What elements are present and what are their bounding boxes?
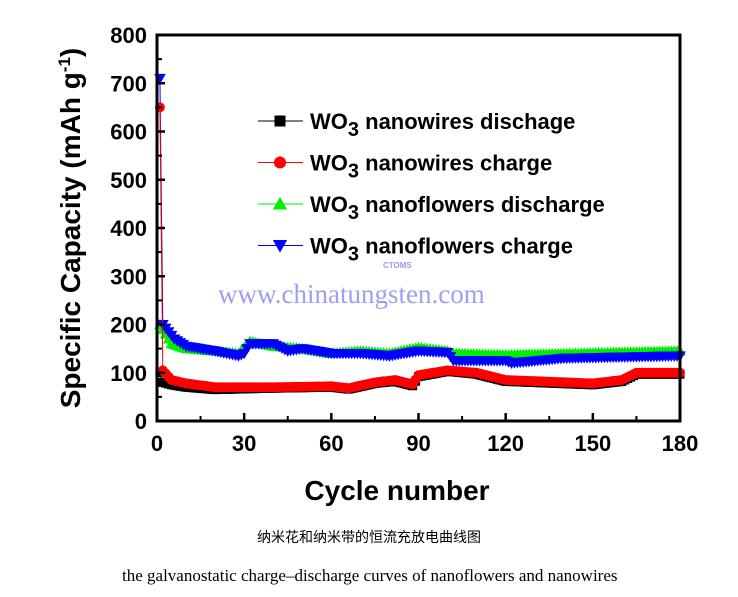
y-axis-label: Specific Capacity (mAh g-1) [55,48,86,409]
y-tick-label: 800 [110,23,147,48]
y-tick-label: 300 [110,264,147,289]
x-tick-label: 60 [319,431,343,456]
legend-marker-icon [272,240,288,253]
caption-chinese: 纳米花和纳米带的恒流充放电曲线图 [257,530,481,546]
watermark-logo: CTOMS [383,261,412,270]
legend-marker-icon [272,196,288,210]
series-1 [154,102,685,394]
caption-english: the galvanostatic charge–discharge curve… [122,566,618,585]
legend-item: WO3 nanoflowers charge [258,234,573,266]
series-3 [154,73,686,369]
watermark-url: www.chinatungsten.com [218,279,485,309]
legend-item: WO3 nanowires dischage [258,109,575,141]
y-tick-label: 0 [135,409,147,434]
legend-label: WO3 nanowires dischage [310,109,575,141]
legend: WO3 nanowires dischage WO3 nanowires char… [258,109,605,266]
legend-label: WO3 nanoflowers charge [310,234,573,266]
y-tick-label: 200 [110,313,147,338]
y-tick-label: 600 [110,120,147,145]
x-axis-label: Cycle number [304,475,489,506]
legend-item: WO3 nanoflowers discharge [258,192,605,224]
y-tick-label: 700 [110,71,147,96]
x-tick-label: 90 [406,431,430,456]
legend-label: WO3 nanowires charge [310,151,552,183]
y-tick-label: 500 [110,168,147,193]
legend-marker-icon [273,156,287,169]
legend-marker-icon [274,115,286,127]
x-tick-label: 180 [662,431,699,456]
legend-label: WO3 nanoflowers discharge [310,192,605,224]
x-tick-label: 0 [151,431,163,456]
y-tick-label: 400 [110,216,147,241]
x-tick-label: 120 [487,431,524,456]
y-tick-label: 100 [110,361,147,386]
legend-item: WO3 nanowires charge [258,151,552,183]
x-tick-label: 150 [574,431,611,456]
x-tick-label: 30 [232,431,256,456]
